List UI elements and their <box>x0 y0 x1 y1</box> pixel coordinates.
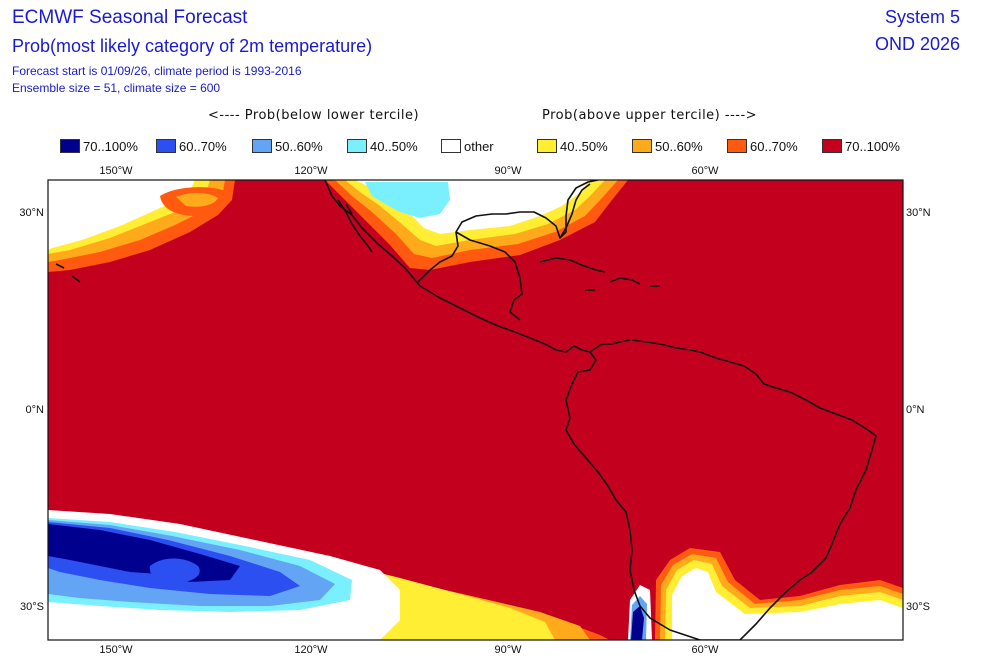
lat-tick-right: 0°N <box>906 404 925 416</box>
legend-item: 60..70% <box>156 137 227 155</box>
lon-tick-bottom: 90°W <box>494 644 522 656</box>
legend-swatch <box>156 139 176 153</box>
legend-swatch <box>537 139 557 153</box>
coastlines <box>55 180 877 640</box>
legend-item: other <box>441 137 494 155</box>
legend-label: 70..100% <box>83 138 138 154</box>
map: 150°W 120°W 90°W 60°W 150°W 120°W 90°W 6… <box>0 160 984 660</box>
coastline-florida <box>559 183 591 239</box>
legend-label: 40..50% <box>370 138 418 154</box>
lat-tick-right: 30°S <box>906 601 930 613</box>
coastline-hawaii <box>55 263 81 283</box>
forecast-info: Forecast start is 01/09/26, climate peri… <box>12 64 302 78</box>
lon-tick-top: 120°W <box>294 165 328 177</box>
subtitle: Prob(most likely category of 2m temperat… <box>12 36 373 56</box>
legend-item: 70..100% <box>60 137 138 155</box>
legend-above-caption: Prob(above upper tercile) ----> <box>542 108 758 123</box>
legend-below-caption: <---- Prob(below lower tercile) <box>208 108 420 123</box>
coastline-south-america <box>565 339 877 640</box>
sp-blue-patch <box>149 558 200 583</box>
lon-tick-top: 60°W <box>691 165 719 177</box>
legend-swatch <box>252 139 272 153</box>
legend-label: other <box>464 138 494 154</box>
gulf-cyan-zone <box>365 182 450 218</box>
legend-item: 60..70% <box>727 137 798 155</box>
legend-label: 50..60% <box>655 138 703 154</box>
legend-swatch <box>822 139 842 153</box>
legend-label: 50..60% <box>275 138 323 154</box>
coastline-baja <box>337 199 373 253</box>
legend-item: 50..60% <box>252 137 323 155</box>
legend-label: 70..100% <box>845 138 900 154</box>
legend-label: 60..70% <box>179 138 227 154</box>
system-label: System 5 <box>884 7 960 27</box>
legend-label: 40..50% <box>560 138 608 154</box>
probability-field <box>48 180 903 640</box>
legend-swatch <box>441 139 461 153</box>
map-frame <box>47 179 904 641</box>
lon-tick-top: 90°W <box>494 165 522 177</box>
title: ECMWF Seasonal Forecast <box>12 7 248 28</box>
legend-item: 50..60% <box>632 137 703 155</box>
ensemble-info: Ensemble size = 51, climate size = 600 <box>12 81 221 95</box>
lat-tick-left: 0°N <box>26 404 45 416</box>
legend-swatch <box>60 139 80 153</box>
legend-swatch <box>347 139 367 153</box>
lon-tick-bottom: 120°W <box>294 644 328 656</box>
lat-tick-right: 30°N <box>906 207 931 219</box>
legend-item: 40..50% <box>537 137 608 155</box>
legend-item: 70..100% <box>822 137 900 155</box>
nw-ochre-blob <box>176 192 218 207</box>
sa-pacific-navy <box>631 606 644 640</box>
coastline-north-america <box>324 180 631 353</box>
map-svg: 150°W 120°W 90°W 60°W 150°W 120°W 90°W 6… <box>19 165 931 656</box>
lat-tick-left: 30°S <box>20 601 44 613</box>
legend-swatch <box>632 139 652 153</box>
lon-tick-bottom: 60°W <box>691 644 719 656</box>
legend-swatch <box>727 139 747 153</box>
lon-tick-bottom: 150°W <box>99 644 133 656</box>
lat-tick-left: 30°N <box>19 207 44 219</box>
period-label: OND 2026 <box>874 34 960 54</box>
sa-white-zone <box>672 568 903 640</box>
nw-white-zone <box>48 180 195 250</box>
coastline-cuba <box>539 257 606 273</box>
lon-tick-top: 150°W <box>99 165 133 177</box>
legend-item: 40..50% <box>347 137 418 155</box>
coastline-hispaniola <box>609 277 641 285</box>
legend-label: 60..70% <box>750 138 798 154</box>
